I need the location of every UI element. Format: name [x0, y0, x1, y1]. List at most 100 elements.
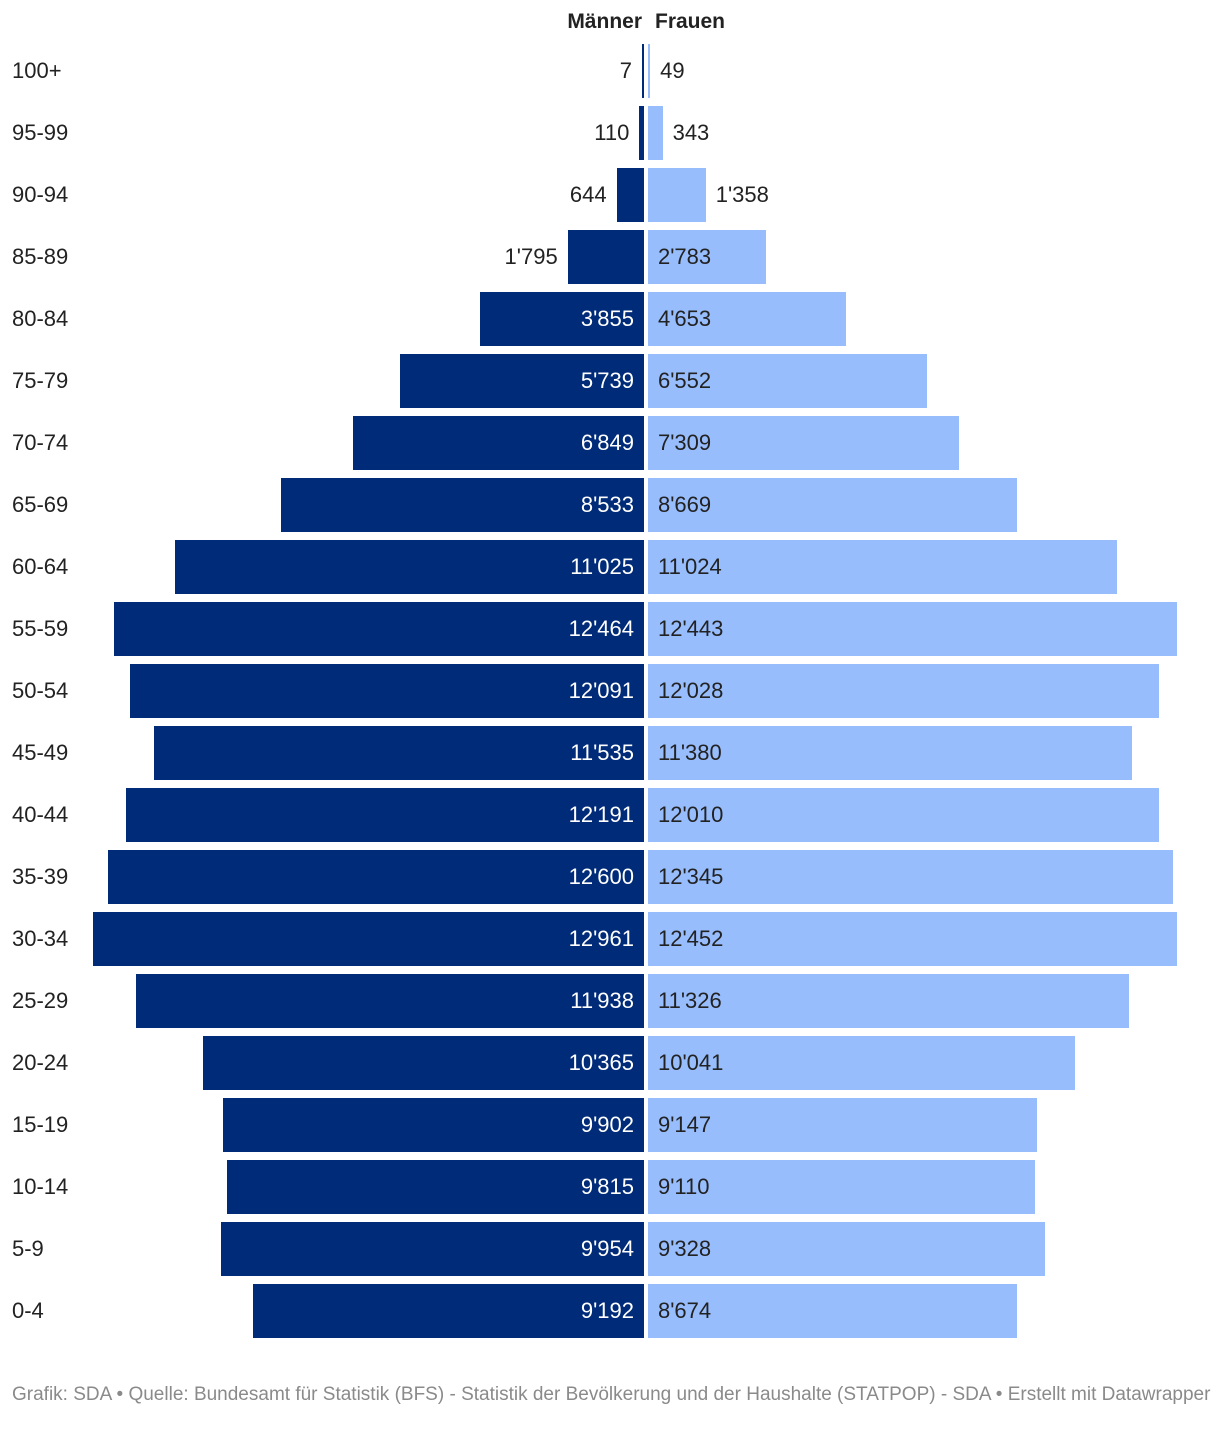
bar-women-80-84	[648, 292, 846, 346]
value-women-100plus: 49	[660, 58, 685, 83]
bar-men-10-14	[226, 1160, 644, 1214]
bar-women-85-89	[648, 230, 767, 284]
value-women-40-44: 12'010	[658, 802, 724, 827]
bar-men-75-79	[400, 354, 644, 408]
value-women-10-14: 9'110	[658, 1174, 710, 1199]
bar-men-60-64	[175, 540, 644, 594]
value-men-90-94: 644	[569, 182, 607, 207]
age-label-35-39: 35-39	[12, 864, 69, 889]
age-label-95-99: 95-99	[12, 120, 69, 145]
value-men-70-74: 6'849	[580, 430, 634, 455]
bar-men-20-24	[203, 1036, 644, 1090]
value-men-40-44: 12'191	[568, 802, 634, 827]
age-label-55-59: 55-59	[12, 616, 69, 641]
value-men-95-99: 110	[594, 120, 630, 145]
age-label-10-14: 10-14	[12, 1174, 69, 1199]
bar-men-5-9	[220, 1222, 644, 1276]
bar-women-55-59	[648, 602, 1177, 656]
value-men-25-29: 11'938	[570, 988, 634, 1013]
value-women-90-94: 1'358	[715, 182, 769, 207]
value-women-30-34: 12'452	[658, 926, 724, 951]
bar-men-65-69	[281, 478, 644, 532]
bar-men-15-19	[223, 1098, 644, 1152]
value-women-20-24: 10'041	[658, 1050, 724, 1075]
age-label-75-79: 75-79	[12, 368, 69, 393]
value-men-15-19: 9'902	[580, 1112, 634, 1137]
age-label-0-4: 0-4	[12, 1298, 44, 1323]
age-label-90-94: 90-94	[12, 182, 69, 207]
bar-women-60-64	[648, 540, 1117, 594]
value-women-60-64: 11'024	[658, 554, 722, 579]
bar-men-90-94	[616, 168, 644, 222]
age-label-100plus: 100+	[12, 58, 62, 83]
age-label-15-19: 15-19	[12, 1112, 69, 1137]
bar-women-75-79	[648, 354, 927, 408]
age-label-40-44: 40-44	[12, 802, 69, 827]
bar-men-55-59	[114, 602, 644, 656]
value-women-70-74: 7'309	[658, 430, 712, 455]
age-label-70-74: 70-74	[12, 430, 69, 455]
bar-women-15-19	[648, 1098, 1037, 1152]
header-women: Frauen	[655, 10, 726, 33]
bar-men-70-74	[352, 416, 644, 470]
age-label-50-54: 50-54	[12, 678, 69, 703]
value-men-0-4: 9'192	[580, 1298, 634, 1323]
age-label-5-9: 5-9	[12, 1236, 44, 1261]
value-women-55-59: 12'443	[658, 616, 724, 641]
age-label-65-69: 65-69	[12, 492, 69, 517]
bar-men-30-34	[93, 912, 644, 966]
bar-women-95-99	[648, 106, 663, 160]
bar-men-40-44	[125, 788, 644, 842]
bar-men-50-54	[129, 664, 644, 718]
bar-women-10-14	[648, 1160, 1036, 1214]
value-men-5-9: 9'954	[580, 1236, 634, 1261]
value-women-85-89: 2'783	[658, 244, 712, 269]
value-women-35-39: 12'345	[658, 864, 724, 889]
source-footer: Grafik: SDA • Quelle: Bundesamt für Stat…	[12, 1384, 1211, 1405]
bar-women-50-54	[648, 664, 1160, 718]
bar-men-35-39	[108, 850, 644, 904]
bar-women-65-69	[648, 478, 1017, 532]
age-label-45-49: 45-49	[12, 740, 69, 765]
bar-women-90-94	[648, 168, 706, 222]
bar-women-0-4	[648, 1284, 1017, 1338]
bar-men-80-84	[480, 292, 644, 346]
bar-women-40-44	[648, 788, 1159, 842]
value-men-30-34: 12'961	[568, 926, 634, 951]
value-men-50-54: 12'091	[568, 678, 634, 703]
bar-women-35-39	[648, 850, 1173, 904]
age-label-30-34: 30-34	[12, 926, 69, 951]
age-label-60-64: 60-64	[12, 554, 69, 579]
value-women-15-19: 9'147	[658, 1112, 712, 1137]
bar-women-5-9	[648, 1222, 1045, 1276]
bar-men-0-4	[253, 1284, 644, 1338]
bar-men-95-99	[639, 106, 644, 160]
value-men-85-89: 1'795	[504, 244, 558, 269]
bar-women-100plus	[648, 44, 651, 98]
value-women-50-54: 12'028	[658, 678, 724, 703]
bar-men-25-29	[136, 974, 644, 1028]
value-women-45-49: 11'380	[658, 740, 722, 765]
bar-women-25-29	[648, 974, 1130, 1028]
bar-men-85-89	[567, 230, 644, 284]
value-men-75-79: 5'739	[580, 368, 634, 393]
value-women-5-9: 9'328	[658, 1236, 712, 1261]
value-women-75-79: 6'552	[658, 368, 712, 393]
value-men-55-59: 12'464	[568, 616, 634, 641]
value-men-20-24: 10'365	[568, 1050, 634, 1075]
value-men-60-64: 11'025	[570, 554, 634, 579]
bar-women-70-74	[648, 416, 959, 470]
header-men: Männer	[567, 10, 642, 33]
value-men-100plus: 7	[619, 58, 632, 83]
value-women-80-84: 4'653	[658, 306, 712, 331]
bar-women-20-24	[648, 1036, 1075, 1090]
bar-women-45-49	[648, 726, 1132, 780]
value-women-95-99: 343	[672, 120, 710, 145]
age-label-25-29: 25-29	[12, 988, 69, 1013]
age-label-85-89: 85-89	[12, 244, 69, 269]
value-women-0-4: 8'674	[658, 1298, 712, 1323]
age-label-20-24: 20-24	[12, 1050, 69, 1075]
value-men-35-39: 12'600	[568, 864, 634, 889]
value-men-45-49: 11'535	[570, 740, 634, 765]
bar-men-45-49	[153, 726, 644, 780]
